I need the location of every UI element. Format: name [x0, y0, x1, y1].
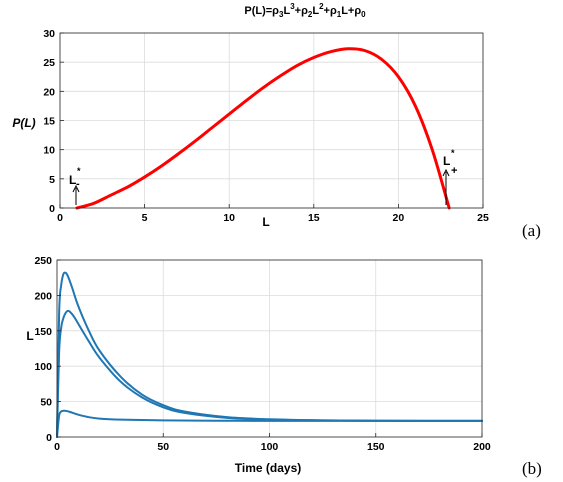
chart-a-y-tick-label: 30: [43, 28, 55, 40]
chart-b-y-tick-label: 150: [34, 326, 52, 338]
chart-a-annotation-l-minus: L * -: [69, 166, 81, 205]
chart-a-y-tick-label: 0: [49, 203, 55, 215]
chart-b-y-tick-label: 200: [34, 290, 52, 302]
svg-text:-: -: [76, 178, 80, 190]
chart-b-x-tick-label: 200: [473, 441, 491, 453]
chart-b-series-line-3: [56, 409, 483, 438]
svg-text:L: L: [69, 173, 76, 187]
svg-text:+: +: [451, 165, 457, 177]
chart-a-ticks: 0 5 10 15 20 25 0 5 10 15 20 25 30: [43, 28, 489, 224]
svg-text:L: L: [443, 154, 450, 168]
chart-a-panel-label: (a): [522, 221, 541, 240]
chart-a-y-axis-title: P(L): [12, 116, 35, 130]
chart-b-y-tick-label: 100: [34, 361, 52, 373]
svg-text:*: *: [77, 166, 81, 176]
chart-b-y-tick-label: 250: [34, 255, 52, 267]
chart-a-x-tick-label: 25: [477, 212, 489, 224]
chart-a-x-axis-title: L: [262, 215, 269, 229]
chart-b-ticks: 0 50 100 150 200 0 50 100 150 200 250: [34, 255, 490, 453]
chart-a: 0 5 10 15 20 25 0 5 10 15 20 25 30 P(L)=ρ3L3+ρ2L2+ρ1…: [12, 2, 541, 240]
chart-b-x-tick-label: 150: [367, 441, 385, 453]
chart-a-y-tick-label: 5: [49, 174, 55, 186]
chart-b-x-tick-label: 50: [157, 441, 169, 453]
chart-b-x-axis-title: Time (days): [235, 461, 301, 475]
chart-a-y-tick-label: 20: [43, 86, 55, 98]
chart-b-y-tick-label: 50: [40, 397, 52, 409]
chart-b-x-tick-label: 100: [261, 441, 279, 453]
chart-a-y-tick-label: 10: [43, 145, 55, 157]
chart-b-series-layer: [56, 271, 483, 438]
chart-b-y-axis-title: L: [26, 329, 33, 343]
chart-a-annotation-l-plus: L * +: [442, 148, 457, 205]
chart-a-x-tick-label: 10: [223, 212, 235, 224]
chart-a-x-tick-label: 15: [308, 212, 320, 224]
chart-a-series-layer: [75, 47, 451, 210]
svg-text:*: *: [451, 148, 455, 158]
chart-a-x-tick-label: 5: [142, 212, 148, 224]
chart-a-grid: [59, 32, 484, 209]
chart-a-y-tick-label: 15: [43, 116, 55, 128]
chart-b-panel-label: (b): [522, 459, 542, 478]
chart-a-x-tick-label: 0: [57, 212, 63, 224]
chart-b-y-tick-label: 0: [46, 432, 52, 444]
chart-b-grid: [56, 259, 483, 438]
chart-b-x-tick-label: 0: [54, 441, 60, 453]
chart-a-series-line-1: [75, 47, 451, 210]
chart-a-x-tick-label: 20: [393, 212, 405, 224]
chart-a-title: P(L)=ρ3L3+ρ2L2+ρ1L+ρ0: [244, 2, 366, 19]
chart-a-y-tick-label: 25: [43, 57, 55, 69]
